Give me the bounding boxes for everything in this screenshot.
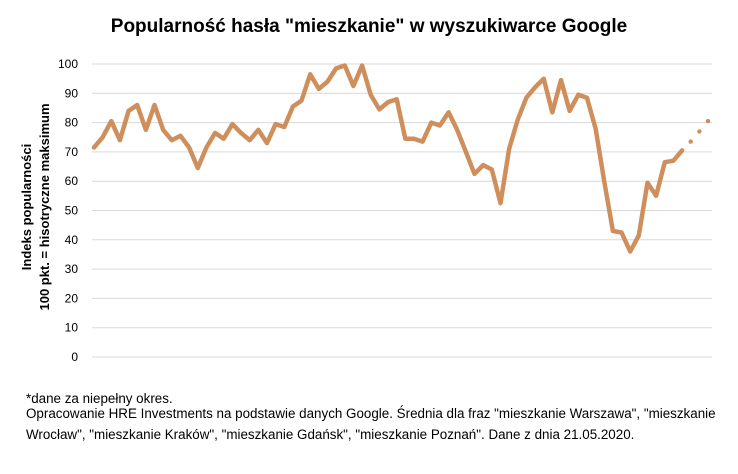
y-tick-label: 90 [65,86,79,100]
partial-data-point [705,118,711,124]
y-tick-label: 0 [71,350,78,364]
partial-data-dots [688,118,711,144]
source-note: Opracowanie HRE Investments na podstawie… [26,406,716,442]
chart-plot: 0 10 20 30 40 50 60 70 80 90 100 Indeks popularnoś… [19,57,712,364]
y-axis-label-line1: Indeks popularności [19,144,34,270]
series-line [91,63,685,254]
partial-data-point [697,129,702,134]
y-tick-label: 10 [65,321,79,335]
y-tick-label: 70 [65,145,79,159]
partial-data-point [688,139,693,144]
footnote: *dane za niepełny okres. [26,391,173,406]
y-tick-labels: 0 10 20 30 40 50 60 70 80 90 100 [58,57,78,364]
y-tick-label: 60 [65,174,79,188]
gridlines [92,63,712,358]
y-tick-label: 20 [65,291,79,305]
chart-title: Popularność hasła "mieszkanie" w wyszuki… [110,16,628,37]
y-tick-label: 100 [58,57,78,71]
y-tick-label: 50 [65,204,79,218]
y-axis-label-line2: 100 pkt. = hisotryczne maksimum [37,103,52,310]
y-tick-label: 40 [65,233,79,247]
y-tick-label: 30 [65,262,79,276]
series-line-layer [91,63,685,254]
y-tick-label: 80 [65,116,79,130]
